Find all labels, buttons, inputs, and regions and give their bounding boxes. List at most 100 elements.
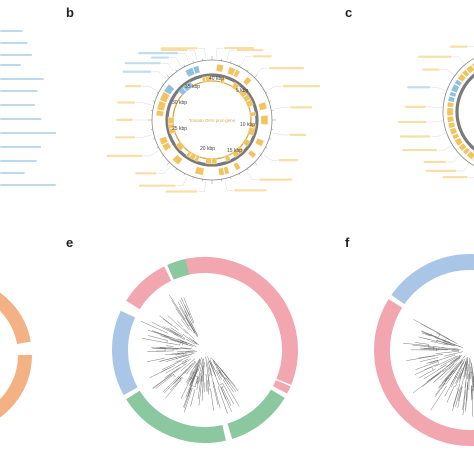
gene-annotations <box>106 46 321 193</box>
annotation-label-text <box>402 148 437 152</box>
tree-branch <box>222 379 240 407</box>
tree-branch <box>459 367 464 380</box>
tree-branch <box>210 357 212 359</box>
tree-branch <box>175 356 190 363</box>
tree-branch <box>444 368 447 371</box>
tree-branch <box>432 346 444 348</box>
tree-branch <box>170 338 183 344</box>
tree-branch <box>169 294 186 320</box>
tick-label-35kbp: 35 kbp <box>185 84 200 90</box>
tree-branch <box>196 380 199 391</box>
tree-branch <box>186 362 196 375</box>
axis-tick <box>254 162 258 166</box>
annotation-leader <box>179 53 189 63</box>
axis-tick <box>166 74 170 78</box>
tree-branch <box>443 343 453 346</box>
tree-branch <box>426 371 442 383</box>
tree-branch <box>164 352 184 356</box>
tree-branch <box>210 388 214 411</box>
tree-branch <box>222 387 232 407</box>
outer-axis-ring-c <box>442 57 474 167</box>
annotation-label-text <box>278 159 299 162</box>
tree-branch <box>220 387 232 412</box>
annotation-label-text <box>269 67 305 70</box>
axis-tick <box>175 168 177 171</box>
orf-arrow <box>458 143 467 152</box>
tree-branch <box>219 383 223 386</box>
tree-branch <box>197 375 202 400</box>
orf-arrow <box>205 157 212 165</box>
tree-branch <box>189 365 199 387</box>
tree-branch <box>188 359 201 381</box>
tree-branch <box>188 337 198 344</box>
annotation-leader <box>161 63 174 72</box>
orf-arrow <box>223 166 230 175</box>
tree-branch <box>146 358 165 362</box>
orf-arrow <box>451 133 460 140</box>
orf-arrow <box>163 84 175 95</box>
tree-branch <box>162 376 179 393</box>
orf-arrow <box>454 79 463 87</box>
tree-branch <box>450 371 459 385</box>
annotation-label-text <box>0 132 57 134</box>
tree-branch <box>186 377 191 385</box>
tree-branch <box>184 310 199 337</box>
tree-branch <box>160 365 176 373</box>
tree-branch <box>175 351 198 356</box>
tree-branch <box>164 377 179 394</box>
orf-arrow <box>447 96 456 103</box>
tree-branch <box>152 330 180 341</box>
annotation-label-text <box>0 118 42 120</box>
tree-branch <box>188 370 198 393</box>
axis-tick <box>192 176 194 180</box>
orf-arrow <box>247 149 257 159</box>
annotation-label-text <box>117 101 136 104</box>
panel-letter-b: b <box>66 5 74 20</box>
annotation-label-text <box>150 56 169 59</box>
annotation-label-text <box>400 135 431 138</box>
orf-arrow <box>211 157 218 165</box>
tree-branch <box>420 357 439 362</box>
orf-arrow <box>184 67 196 78</box>
tick-label-5kbp: 5 kbp <box>236 88 248 94</box>
tick-label-30kbp: 30 kbp <box>172 100 187 106</box>
annotation-label-text <box>138 52 179 55</box>
tree-branch <box>165 353 193 362</box>
orf-arrow <box>239 89 248 98</box>
annotation-leader <box>142 86 158 92</box>
tree-branch <box>222 383 235 405</box>
tree-branches <box>141 294 240 414</box>
tree-branch <box>221 369 224 372</box>
clade-ring <box>112 257 298 443</box>
tree-branch <box>185 351 194 353</box>
orf-arrow <box>185 150 193 158</box>
tree-branch <box>431 372 442 380</box>
panel-a-genome-annotations <box>0 30 57 186</box>
tree-branch <box>429 354 456 364</box>
tree-branch <box>217 371 221 374</box>
annotation-leader <box>246 171 259 180</box>
tick-label-25kbp: 25 kbp <box>172 126 187 132</box>
orf-arrow <box>189 152 197 161</box>
tree-branch <box>186 339 195 345</box>
tree-branch <box>412 373 439 394</box>
tree-branch <box>173 364 192 385</box>
annotation-label-text <box>0 184 56 186</box>
tree-branch <box>471 385 474 417</box>
clade-segment-pink <box>374 299 474 446</box>
tree-branch <box>177 368 188 379</box>
clade-segment-blue <box>391 254 474 305</box>
tree-branch <box>205 357 210 385</box>
annotation-label-text <box>160 48 188 52</box>
orf-arrow <box>242 94 251 103</box>
tree-branch <box>194 332 197 334</box>
annotation-leader <box>272 132 289 136</box>
orf-arrow <box>466 150 474 160</box>
tree-branch <box>444 376 456 397</box>
tree-branch <box>437 360 440 364</box>
orf-arrow <box>231 149 240 158</box>
tree-branch <box>197 361 202 372</box>
clade-segment-green <box>126 390 226 443</box>
tree-branch <box>183 385 192 408</box>
